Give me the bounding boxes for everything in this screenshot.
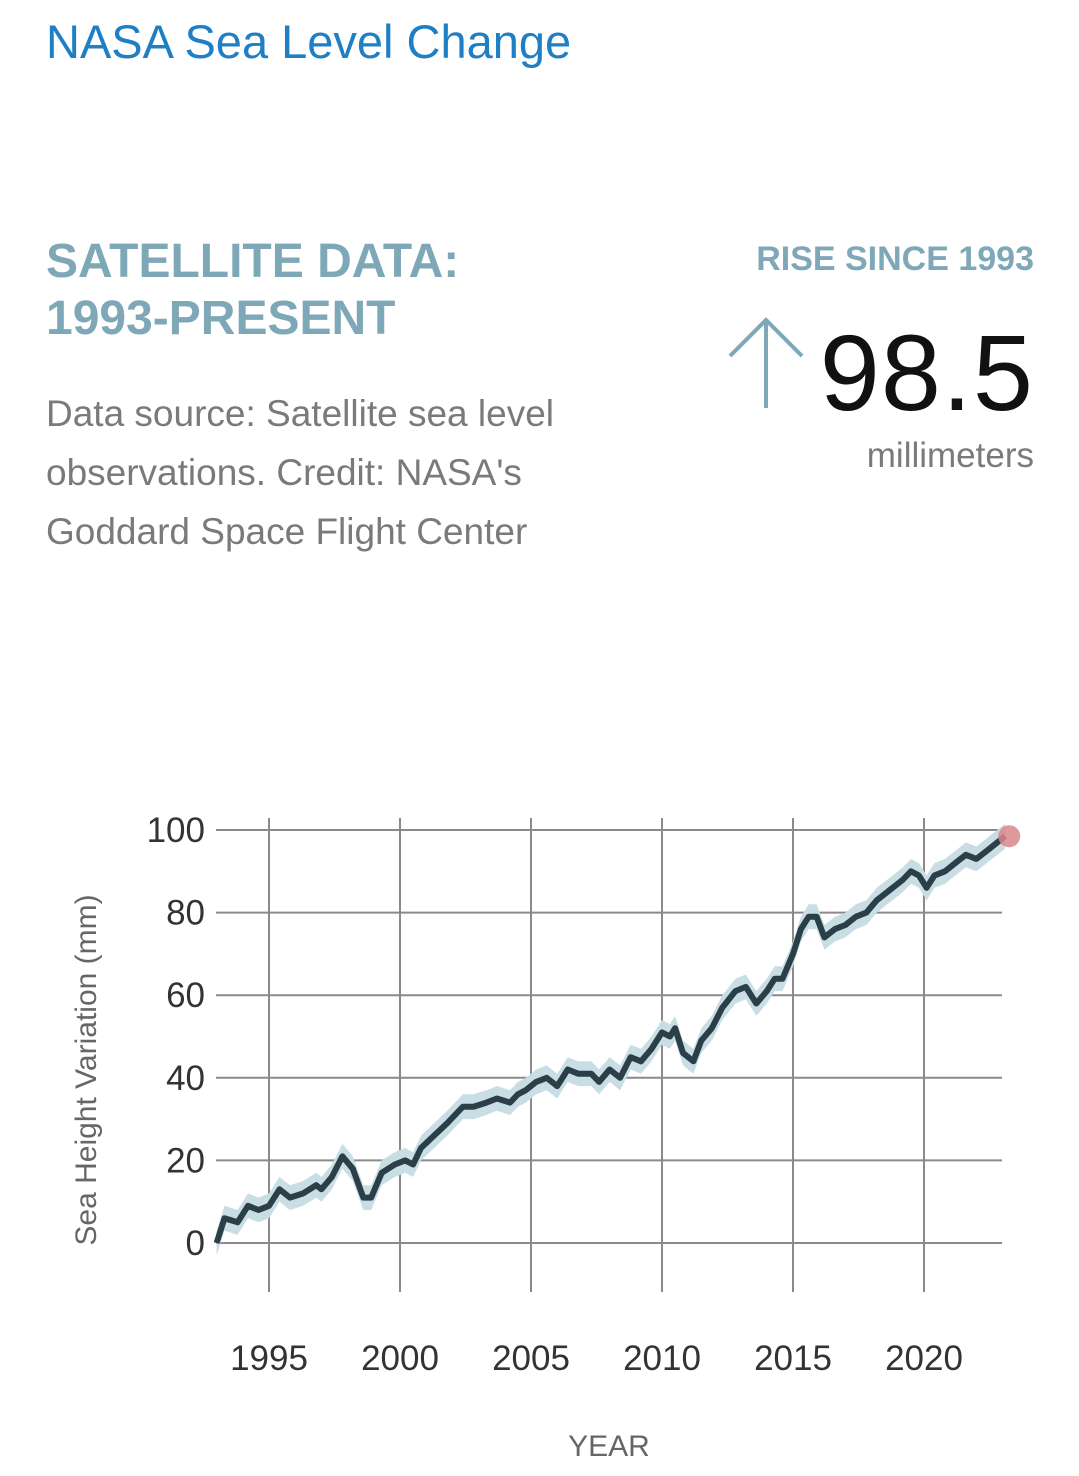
rise-unit: millimeters xyxy=(866,436,1034,475)
x-tick-label: 2000 xyxy=(361,1339,439,1378)
section-title-line2: 1993-PRESENT xyxy=(46,292,396,345)
y-axis-label: Sea Height Variation (mm) xyxy=(70,894,103,1245)
y-tick-label: 80 xyxy=(166,894,205,933)
x-tick-label: 1995 xyxy=(230,1339,308,1378)
arrow-up-icon xyxy=(726,316,806,412)
y-tick-label: 100 xyxy=(147,811,205,850)
data-source-description: Data source: Satellite sea level observa… xyxy=(46,393,554,552)
x-tick-label: 2020 xyxy=(885,1339,963,1378)
page-title[interactable]: NASA Sea Level Change xyxy=(46,15,572,68)
x-axis-label: YEAR xyxy=(568,1430,650,1463)
rise-label: RISE SINCE 1993 xyxy=(756,240,1034,278)
y-tick-label: 20 xyxy=(166,1141,205,1180)
x-tick-label: 2015 xyxy=(754,1339,832,1378)
section-title: SATELLITE DATA: 1993-PRESENT xyxy=(46,233,459,347)
x-tick-label: 2010 xyxy=(623,1339,701,1378)
sea-level-line xyxy=(213,833,1008,1244)
latest-value-marker[interactable] xyxy=(998,825,1021,848)
y-tick-label: 40 xyxy=(166,1059,205,1098)
x-tick-label: 2005 xyxy=(492,1339,570,1378)
section-title-line1: SATELLITE DATA: xyxy=(46,235,460,288)
y-tick-label: 60 xyxy=(166,976,205,1015)
rise-value: 98.5 xyxy=(819,312,1034,433)
y-tick-label: 0 xyxy=(186,1224,205,1263)
